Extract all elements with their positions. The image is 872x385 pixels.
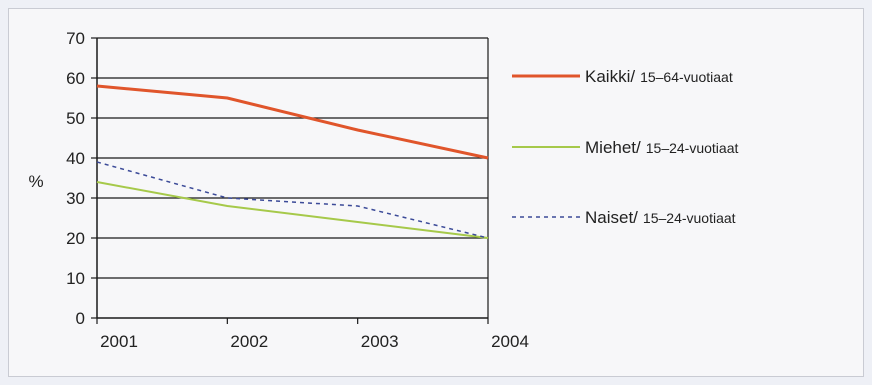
legend-label: Kaikki/15–64-vuotiaat <box>585 67 733 86</box>
series-line-1 <box>96 84 489 160</box>
y-tick-label: 40 <box>66 149 85 168</box>
x-tick-label: 2004 <box>491 332 529 351</box>
x-tick-labels: 2001 2002 2003 2004 <box>100 332 529 351</box>
y-tick-label: 30 <box>66 189 85 208</box>
legend-label: Miehet/15–24-vuotiaat <box>585 138 738 157</box>
series-lines <box>96 84 489 239</box>
legend: Kaikki/15–64-vuotiaat Miehet/15–24-vuotia… <box>512 67 738 227</box>
axes <box>96 38 489 324</box>
y-tick-label: 60 <box>66 69 85 88</box>
x-tick-label: 2002 <box>230 332 268 351</box>
series-line-3 <box>96 161 489 239</box>
gridlines <box>91 37 488 319</box>
y-axis-label: % <box>28 172 43 191</box>
y-tick-label: 70 <box>66 29 85 48</box>
y-tick-label: 10 <box>66 269 85 288</box>
y-tick-label: 50 <box>66 109 85 128</box>
x-tick-label: 2003 <box>361 332 399 351</box>
y-tick-label: 20 <box>66 229 85 248</box>
y-tick-label: 0 <box>76 309 85 328</box>
series-line-2 <box>96 181 489 239</box>
y-tick-labels: 0 10 20 30 40 50 60 70 <box>66 29 85 328</box>
x-tick-label: 2001 <box>100 332 138 351</box>
legend-label: Naiset/15–24-vuotiaat <box>585 208 736 227</box>
